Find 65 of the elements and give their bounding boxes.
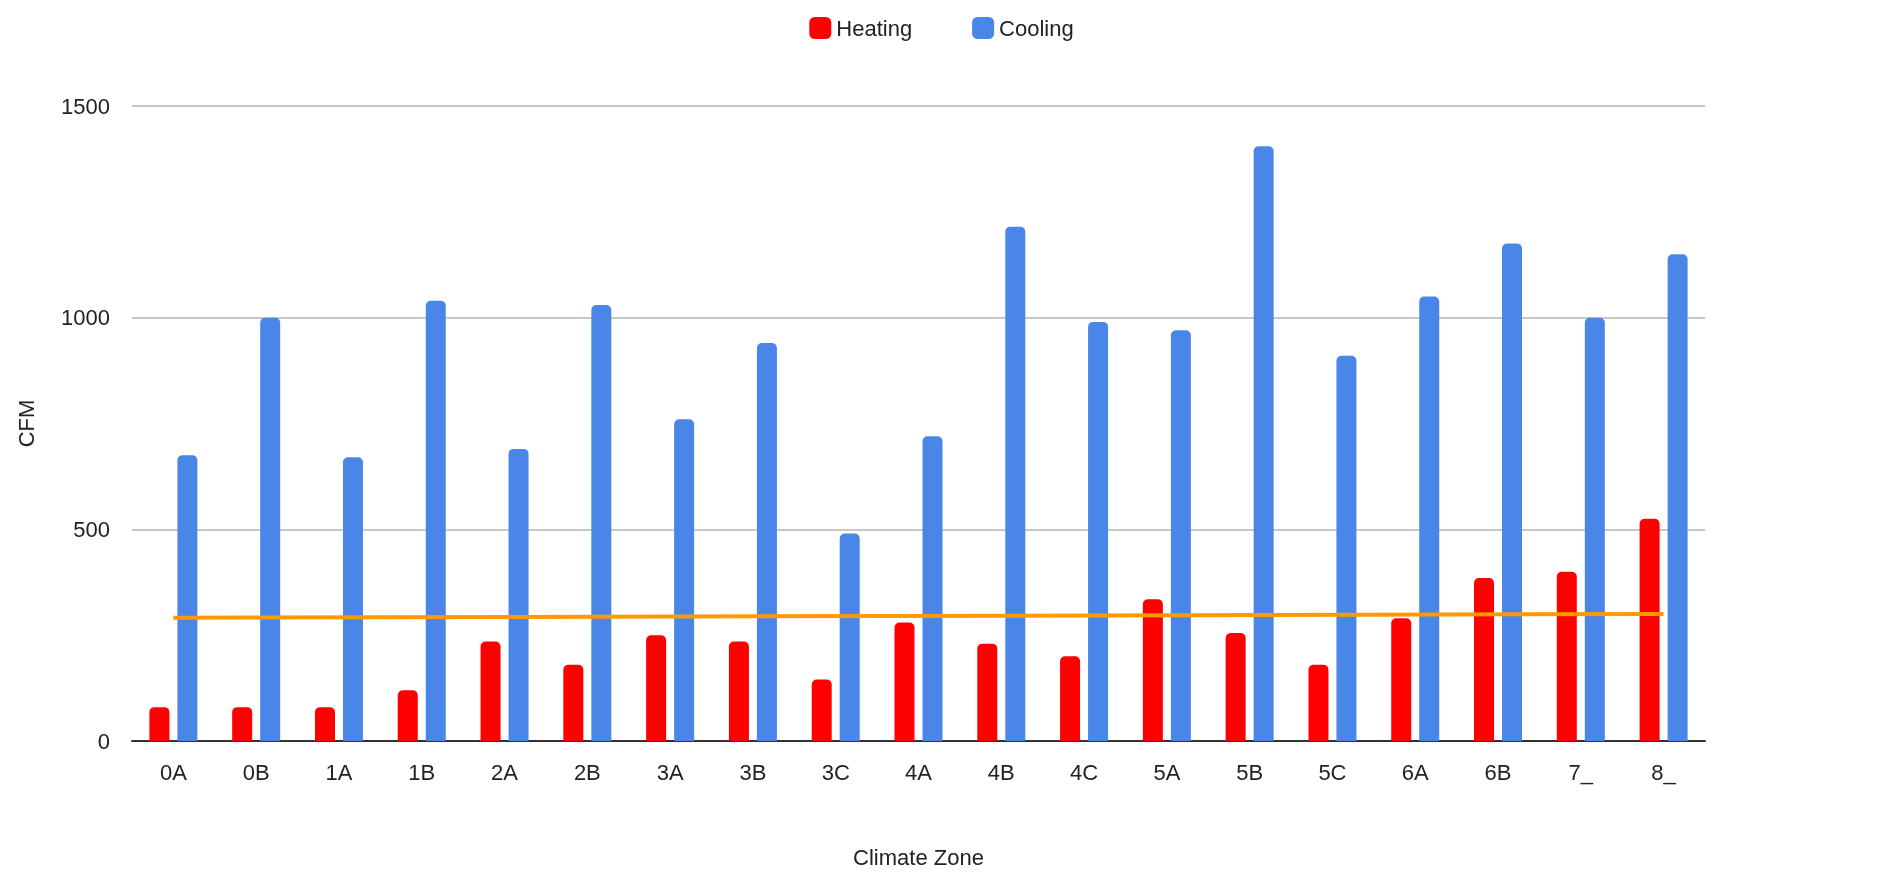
bar — [1474, 578, 1495, 741]
x-tick-label: 1A — [325, 759, 353, 785]
bar — [839, 533, 860, 741]
bar — [591, 304, 612, 741]
bar — [1391, 618, 1412, 741]
bar — [1142, 599, 1163, 741]
bar — [894, 622, 915, 741]
bar — [756, 343, 777, 741]
x-tick-label: 5A — [1153, 759, 1181, 785]
bar — [1088, 321, 1109, 741]
bar — [1502, 243, 1523, 741]
bar — [425, 300, 446, 741]
y-axis-title: CFM — [13, 399, 39, 448]
x-tick-label: 4A — [905, 759, 933, 785]
x-axis-title: Climate Zone — [853, 844, 984, 870]
y-tick-label: 1000 — [61, 305, 110, 331]
x-tick-label: 3C — [821, 759, 850, 785]
x-tick-label: 5B — [1236, 759, 1264, 785]
bar — [1225, 633, 1246, 741]
bar — [563, 664, 584, 741]
x-tick-label: 4C — [1070, 759, 1099, 785]
bar — [342, 457, 363, 741]
x-tick-label: 4B — [987, 759, 1015, 785]
x-tick-label: 8_ — [1651, 759, 1677, 785]
legend-label: Heating — [836, 15, 913, 41]
bar — [177, 455, 198, 741]
y-tick-label: 1500 — [61, 93, 110, 119]
bar — [149, 707, 170, 741]
x-tick-label: 6A — [1401, 759, 1430, 785]
x-tick-label: 0B — [242, 759, 270, 785]
bar — [674, 419, 695, 741]
bar — [1308, 664, 1329, 741]
bar — [922, 436, 943, 741]
y-tick-label: 500 — [73, 516, 110, 542]
bar — [397, 690, 418, 741]
bar — [1253, 146, 1274, 741]
bar — [314, 707, 335, 741]
bar — [728, 641, 749, 741]
bar — [1060, 656, 1081, 741]
bar — [1170, 330, 1191, 741]
bar — [1667, 254, 1688, 741]
bar — [508, 448, 529, 741]
x-tick-label: 0A — [159, 759, 188, 785]
bar — [1336, 355, 1357, 741]
x-tick-label: 3B — [739, 759, 767, 785]
bar — [811, 679, 832, 741]
bar — [977, 643, 998, 741]
bar — [1556, 571, 1577, 741]
x-tick-label: 6B — [1484, 759, 1512, 785]
bar — [260, 317, 281, 741]
bar — [1584, 317, 1605, 741]
bar — [646, 635, 667, 741]
x-tick-label: 2B — [573, 759, 601, 785]
x-tick-label: 3A — [656, 759, 684, 785]
bar — [232, 707, 253, 741]
bar — [1419, 296, 1440, 741]
x-tick-label: 5C — [1318, 759, 1347, 785]
x-tick-label: 1B — [408, 759, 436, 785]
legend-label: Cooling — [999, 15, 1074, 41]
bar — [480, 641, 501, 741]
bar — [1005, 226, 1026, 741]
x-tick-label: 7_ — [1568, 759, 1594, 785]
x-tick-label: 2A — [491, 759, 519, 785]
y-tick-label: 0 — [97, 728, 110, 754]
bar — [1639, 518, 1660, 741]
